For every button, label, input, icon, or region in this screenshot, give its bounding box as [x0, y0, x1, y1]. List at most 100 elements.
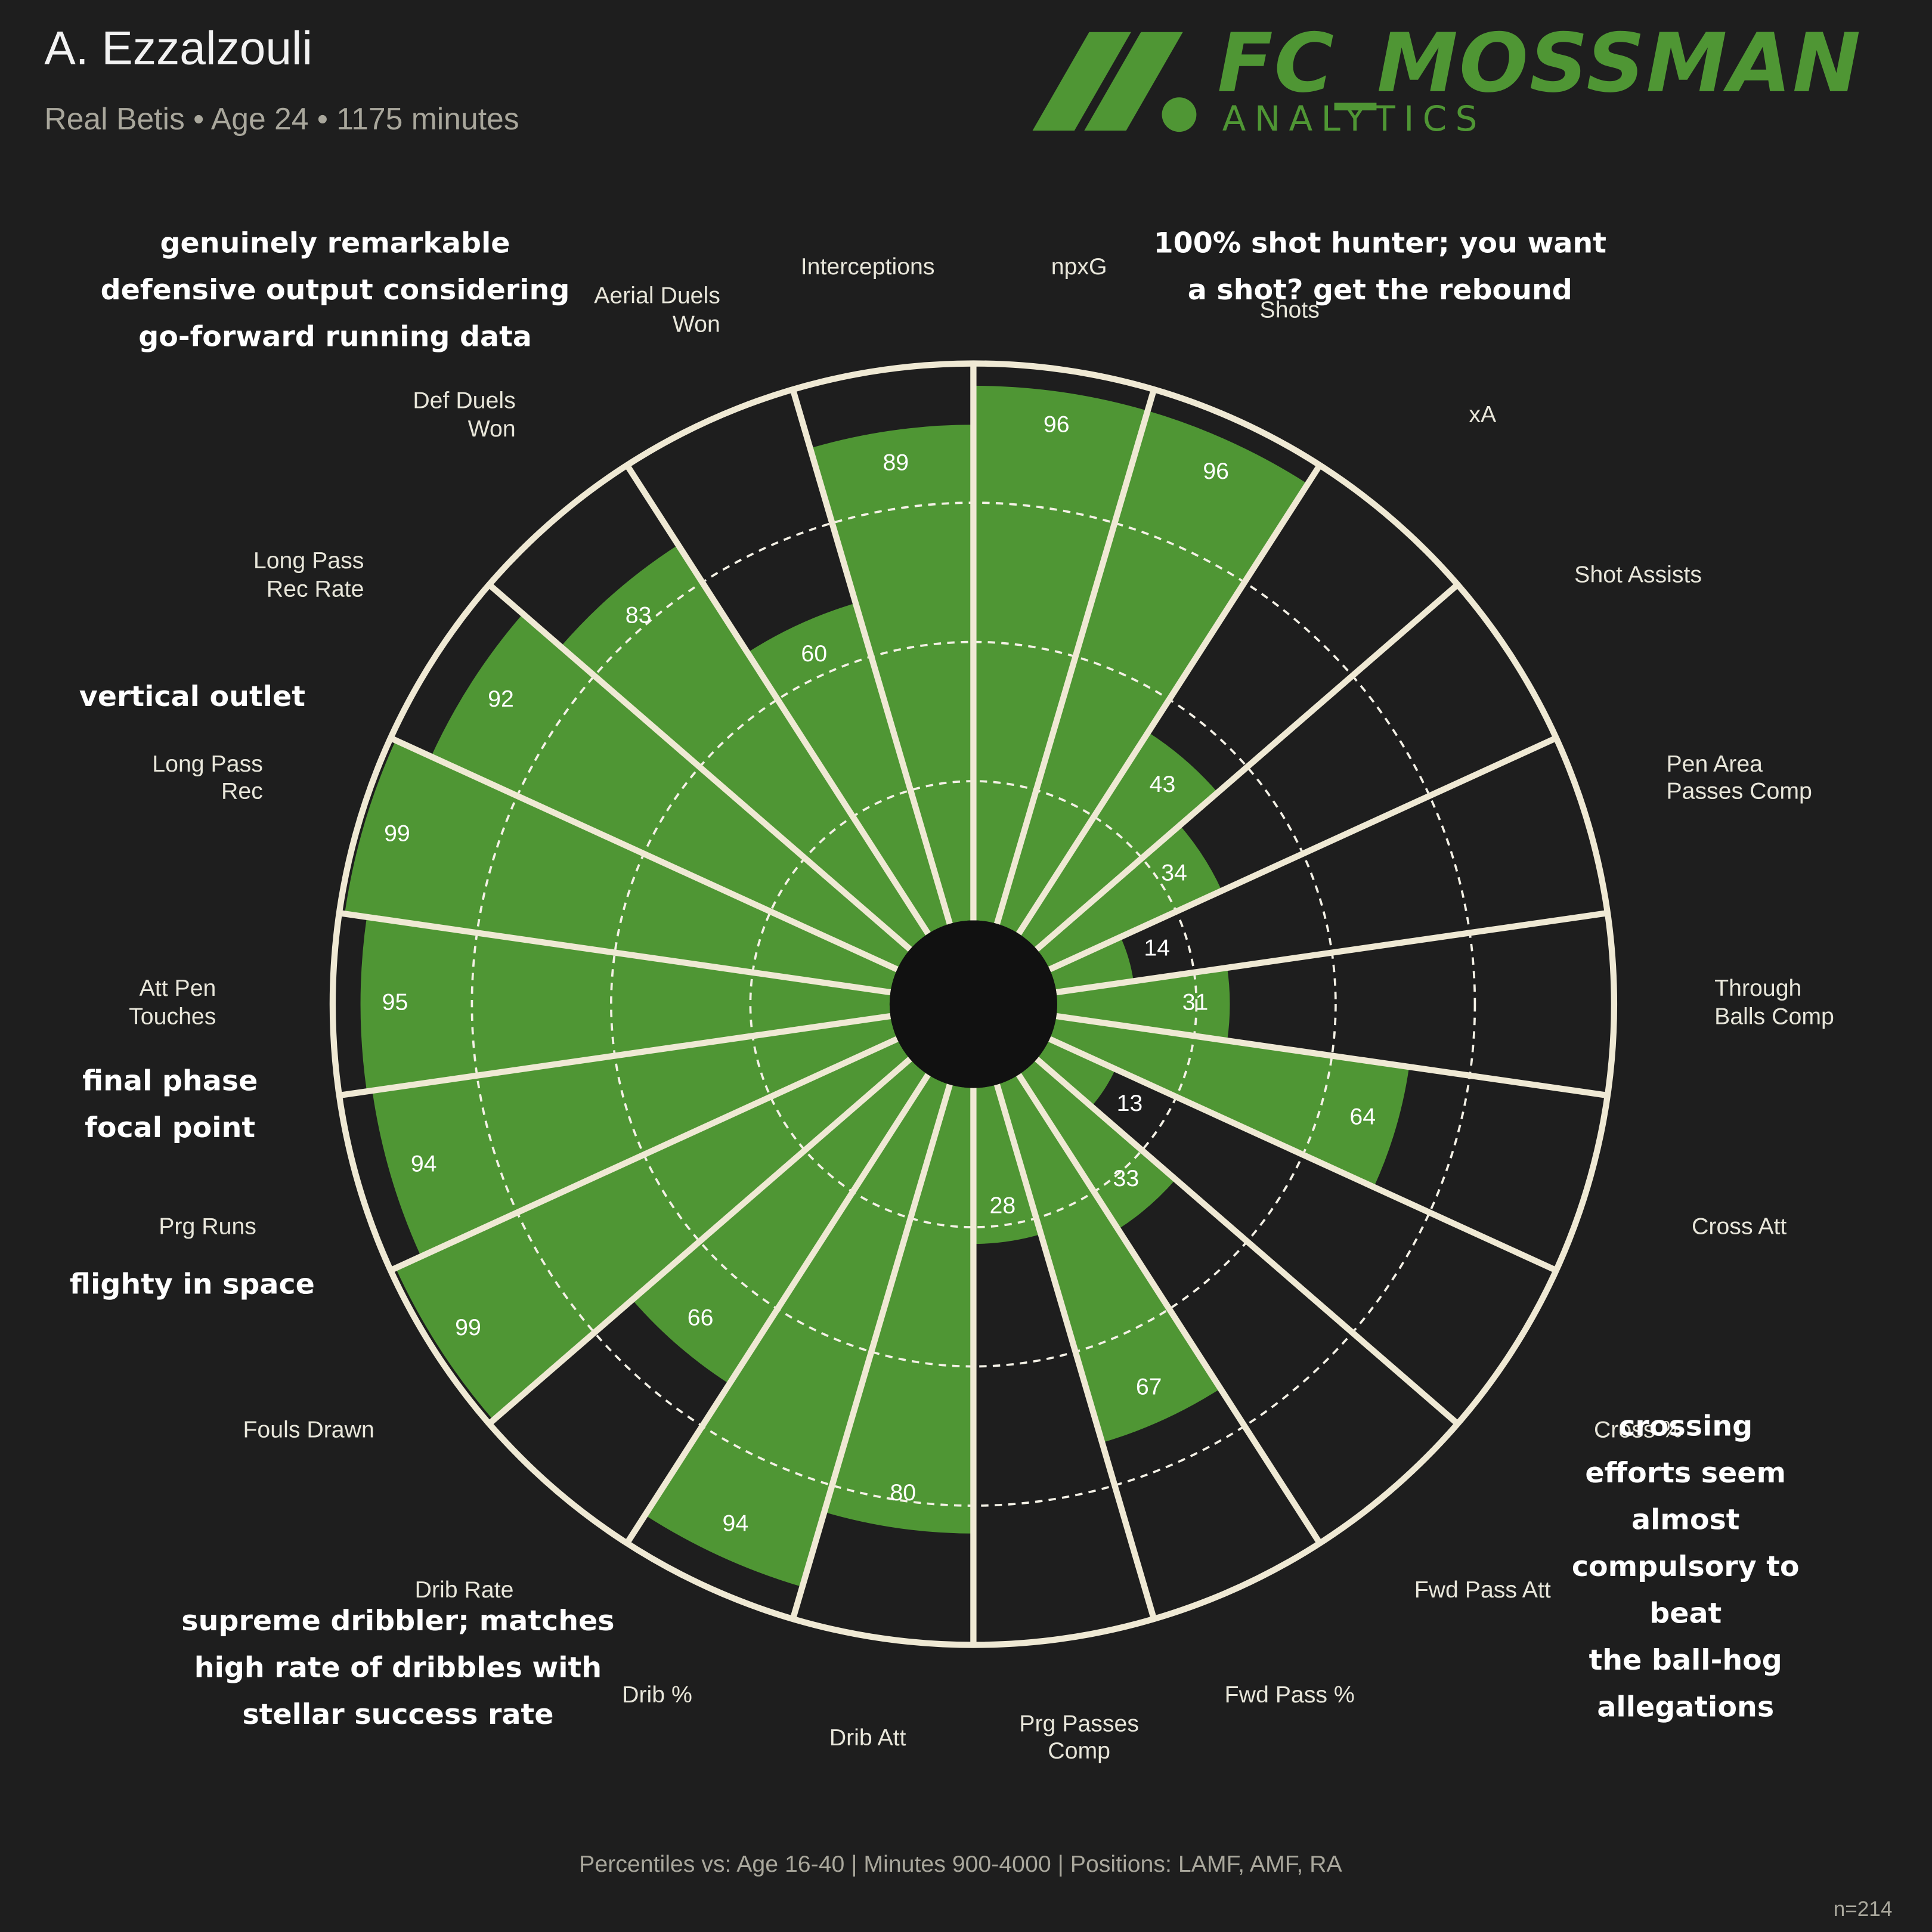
- category-label: Drib Rate: [414, 1577, 514, 1604]
- slice: [996, 1075, 1221, 1443]
- value-label: 33: [1113, 1166, 1140, 1193]
- value-label: 28: [989, 1193, 1016, 1219]
- slice-separator: [1048, 735, 1558, 973]
- category-label: Cross %: [1593, 1417, 1683, 1444]
- category-label: Drib %: [622, 1682, 692, 1709]
- footnote: Percentiles vs: Age 16-40 | Minutes 900-…: [579, 1852, 1342, 1878]
- slice: [431, 614, 911, 970]
- category-label: Drib Att: [829, 1725, 906, 1751]
- slice: [1036, 1039, 1116, 1107]
- slice-separator: [487, 582, 912, 952]
- category-label: Interceptions: [800, 255, 935, 281]
- value-label: 13: [1116, 1090, 1143, 1117]
- category-label: Fwd Pass %: [1224, 1682, 1355, 1709]
- slice: [632, 1059, 928, 1384]
- chart-title: A. Ezzalzouli: [44, 23, 312, 76]
- slice: [561, 544, 928, 950]
- category-label: npxG: [1051, 255, 1107, 281]
- slice: [810, 425, 974, 924]
- value-label: 94: [410, 1151, 437, 1178]
- category-label: Pen Area Passes Comp: [1666, 751, 1812, 806]
- slice-separator: [994, 388, 1157, 925]
- value-label: 64: [1349, 1104, 1376, 1131]
- logo-dot: [1162, 97, 1197, 132]
- value-label: 96: [1203, 459, 1230, 485]
- annotation: vertical outlet: [79, 681, 305, 714]
- slice: [372, 1016, 897, 1257]
- value-label: 60: [801, 641, 828, 667]
- slice-separator: [487, 1057, 912, 1426]
- category-label: Aerial Duels Won: [594, 283, 720, 338]
- slice: [1018, 1059, 1176, 1230]
- category-label: Cross Att: [1692, 1215, 1787, 1241]
- slice-separator: [339, 910, 891, 996]
- slice: [996, 410, 1308, 934]
- slice: [345, 740, 897, 993]
- annotation: crossing efforts seem almost compulsory …: [1571, 1410, 1800, 1724]
- category-label: Long Pass Rec: [152, 751, 263, 806]
- slice-separator: [994, 1083, 1157, 1620]
- value-label: 66: [687, 1305, 714, 1332]
- value-label: 92: [488, 686, 514, 713]
- slice-separator: [1035, 1057, 1460, 1426]
- annotation: genuinely remarkable defensive output co…: [100, 228, 570, 354]
- slice-separator: [1035, 582, 1460, 952]
- value-label: 89: [883, 450, 909, 477]
- slice-separator: [789, 1083, 953, 1620]
- logo-subtext: ANALYTICS: [1222, 98, 1486, 140]
- value-label: 43: [1149, 772, 1176, 798]
- slice: [1036, 825, 1222, 970]
- center-hole: [889, 920, 1057, 1088]
- value-label: 31: [1182, 990, 1209, 1016]
- category-label: Fouls Drawn: [243, 1417, 374, 1444]
- value-label: 83: [625, 603, 652, 630]
- category-label: Prg Runs: [159, 1215, 256, 1241]
- slice: [973, 1084, 1041, 1244]
- slice: [395, 1039, 911, 1420]
- slice-separator: [1016, 1073, 1323, 1545]
- category-label: Through Balls Comp: [1714, 976, 1834, 1030]
- category-label: Shots: [1259, 298, 1320, 324]
- slice-separator: [339, 1013, 891, 1099]
- slice: [824, 1084, 974, 1534]
- annotation: final phase focal point: [82, 1066, 258, 1145]
- slice-separator: [389, 1036, 899, 1274]
- slice: [1049, 1016, 1410, 1187]
- value-label: 67: [1135, 1374, 1162, 1401]
- category-label: Prg Passes Comp: [1019, 1711, 1140, 1766]
- slice-separator: [1055, 1013, 1608, 1099]
- slice-separator: [624, 1073, 931, 1545]
- value-label: 94: [722, 1511, 749, 1537]
- slice-separator: [389, 735, 899, 973]
- value-label: 99: [455, 1315, 481, 1341]
- category-label: Def Duels Won: [413, 388, 516, 443]
- slice-separator: [1016, 463, 1323, 936]
- slice-separator: [789, 388, 953, 925]
- category-label: Fwd Pass Att: [1414, 1577, 1551, 1604]
- value-label: 99: [384, 821, 410, 847]
- logo-text: FC_MOSSMAN: [1217, 16, 1862, 111]
- value-label: 80: [890, 1479, 917, 1506]
- category-label: xA: [1469, 402, 1497, 429]
- value-label: 96: [1043, 412, 1070, 438]
- slice: [360, 917, 891, 1092]
- slice: [747, 603, 950, 934]
- category-label: Att Pen Touches: [129, 976, 216, 1030]
- annotation: supreme dribbler; matches high rate of d…: [181, 1605, 615, 1731]
- sample-size: n=214: [1833, 1897, 1893, 1921]
- value-label: 34: [1161, 861, 1187, 887]
- slice: [1056, 967, 1230, 1041]
- value-label: 14: [1144, 936, 1171, 962]
- category-label: Shot Assists: [1574, 563, 1702, 589]
- logo-slash: [1032, 32, 1131, 131]
- slice-separator: [1055, 910, 1608, 996]
- value-label: 95: [382, 990, 408, 1016]
- slice: [1018, 732, 1218, 950]
- slice-separator: [1048, 1036, 1558, 1274]
- annotation: 100% shot hunter; you want a shot? get t…: [1153, 228, 1606, 307]
- logo-slash: [1084, 32, 1183, 131]
- logo-icon: [1032, 32, 1197, 132]
